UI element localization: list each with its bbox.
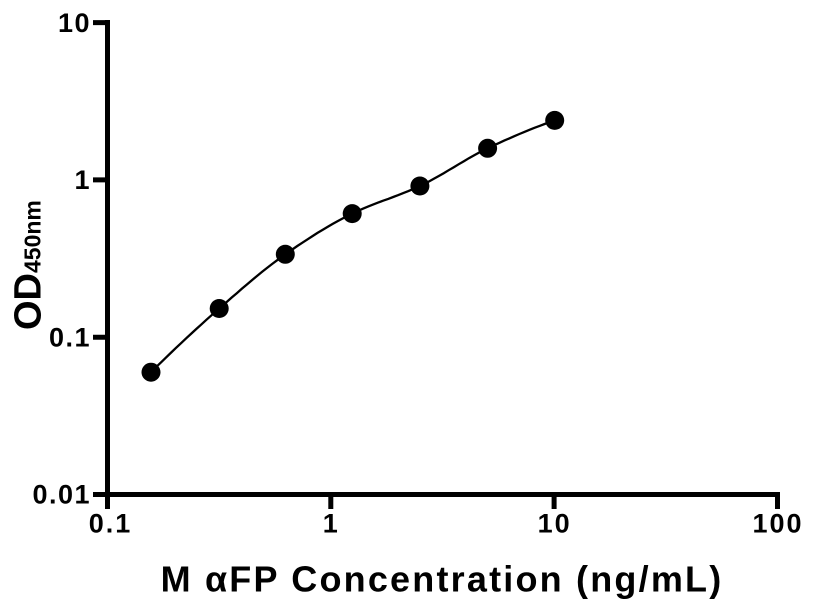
- svg-text:0.01: 0.01: [32, 480, 91, 510]
- svg-text:1: 1: [323, 509, 340, 539]
- svg-text:0.1: 0.1: [49, 322, 91, 352]
- svg-text:0.1: 0.1: [89, 509, 133, 539]
- svg-text:10: 10: [58, 8, 91, 38]
- svg-text:M αFP Concentration (ng/mL): M αFP Concentration (ng/mL): [161, 559, 724, 600]
- svg-text:1: 1: [74, 165, 91, 195]
- svg-text:10: 10: [538, 509, 572, 539]
- svg-text:100: 100: [752, 509, 803, 539]
